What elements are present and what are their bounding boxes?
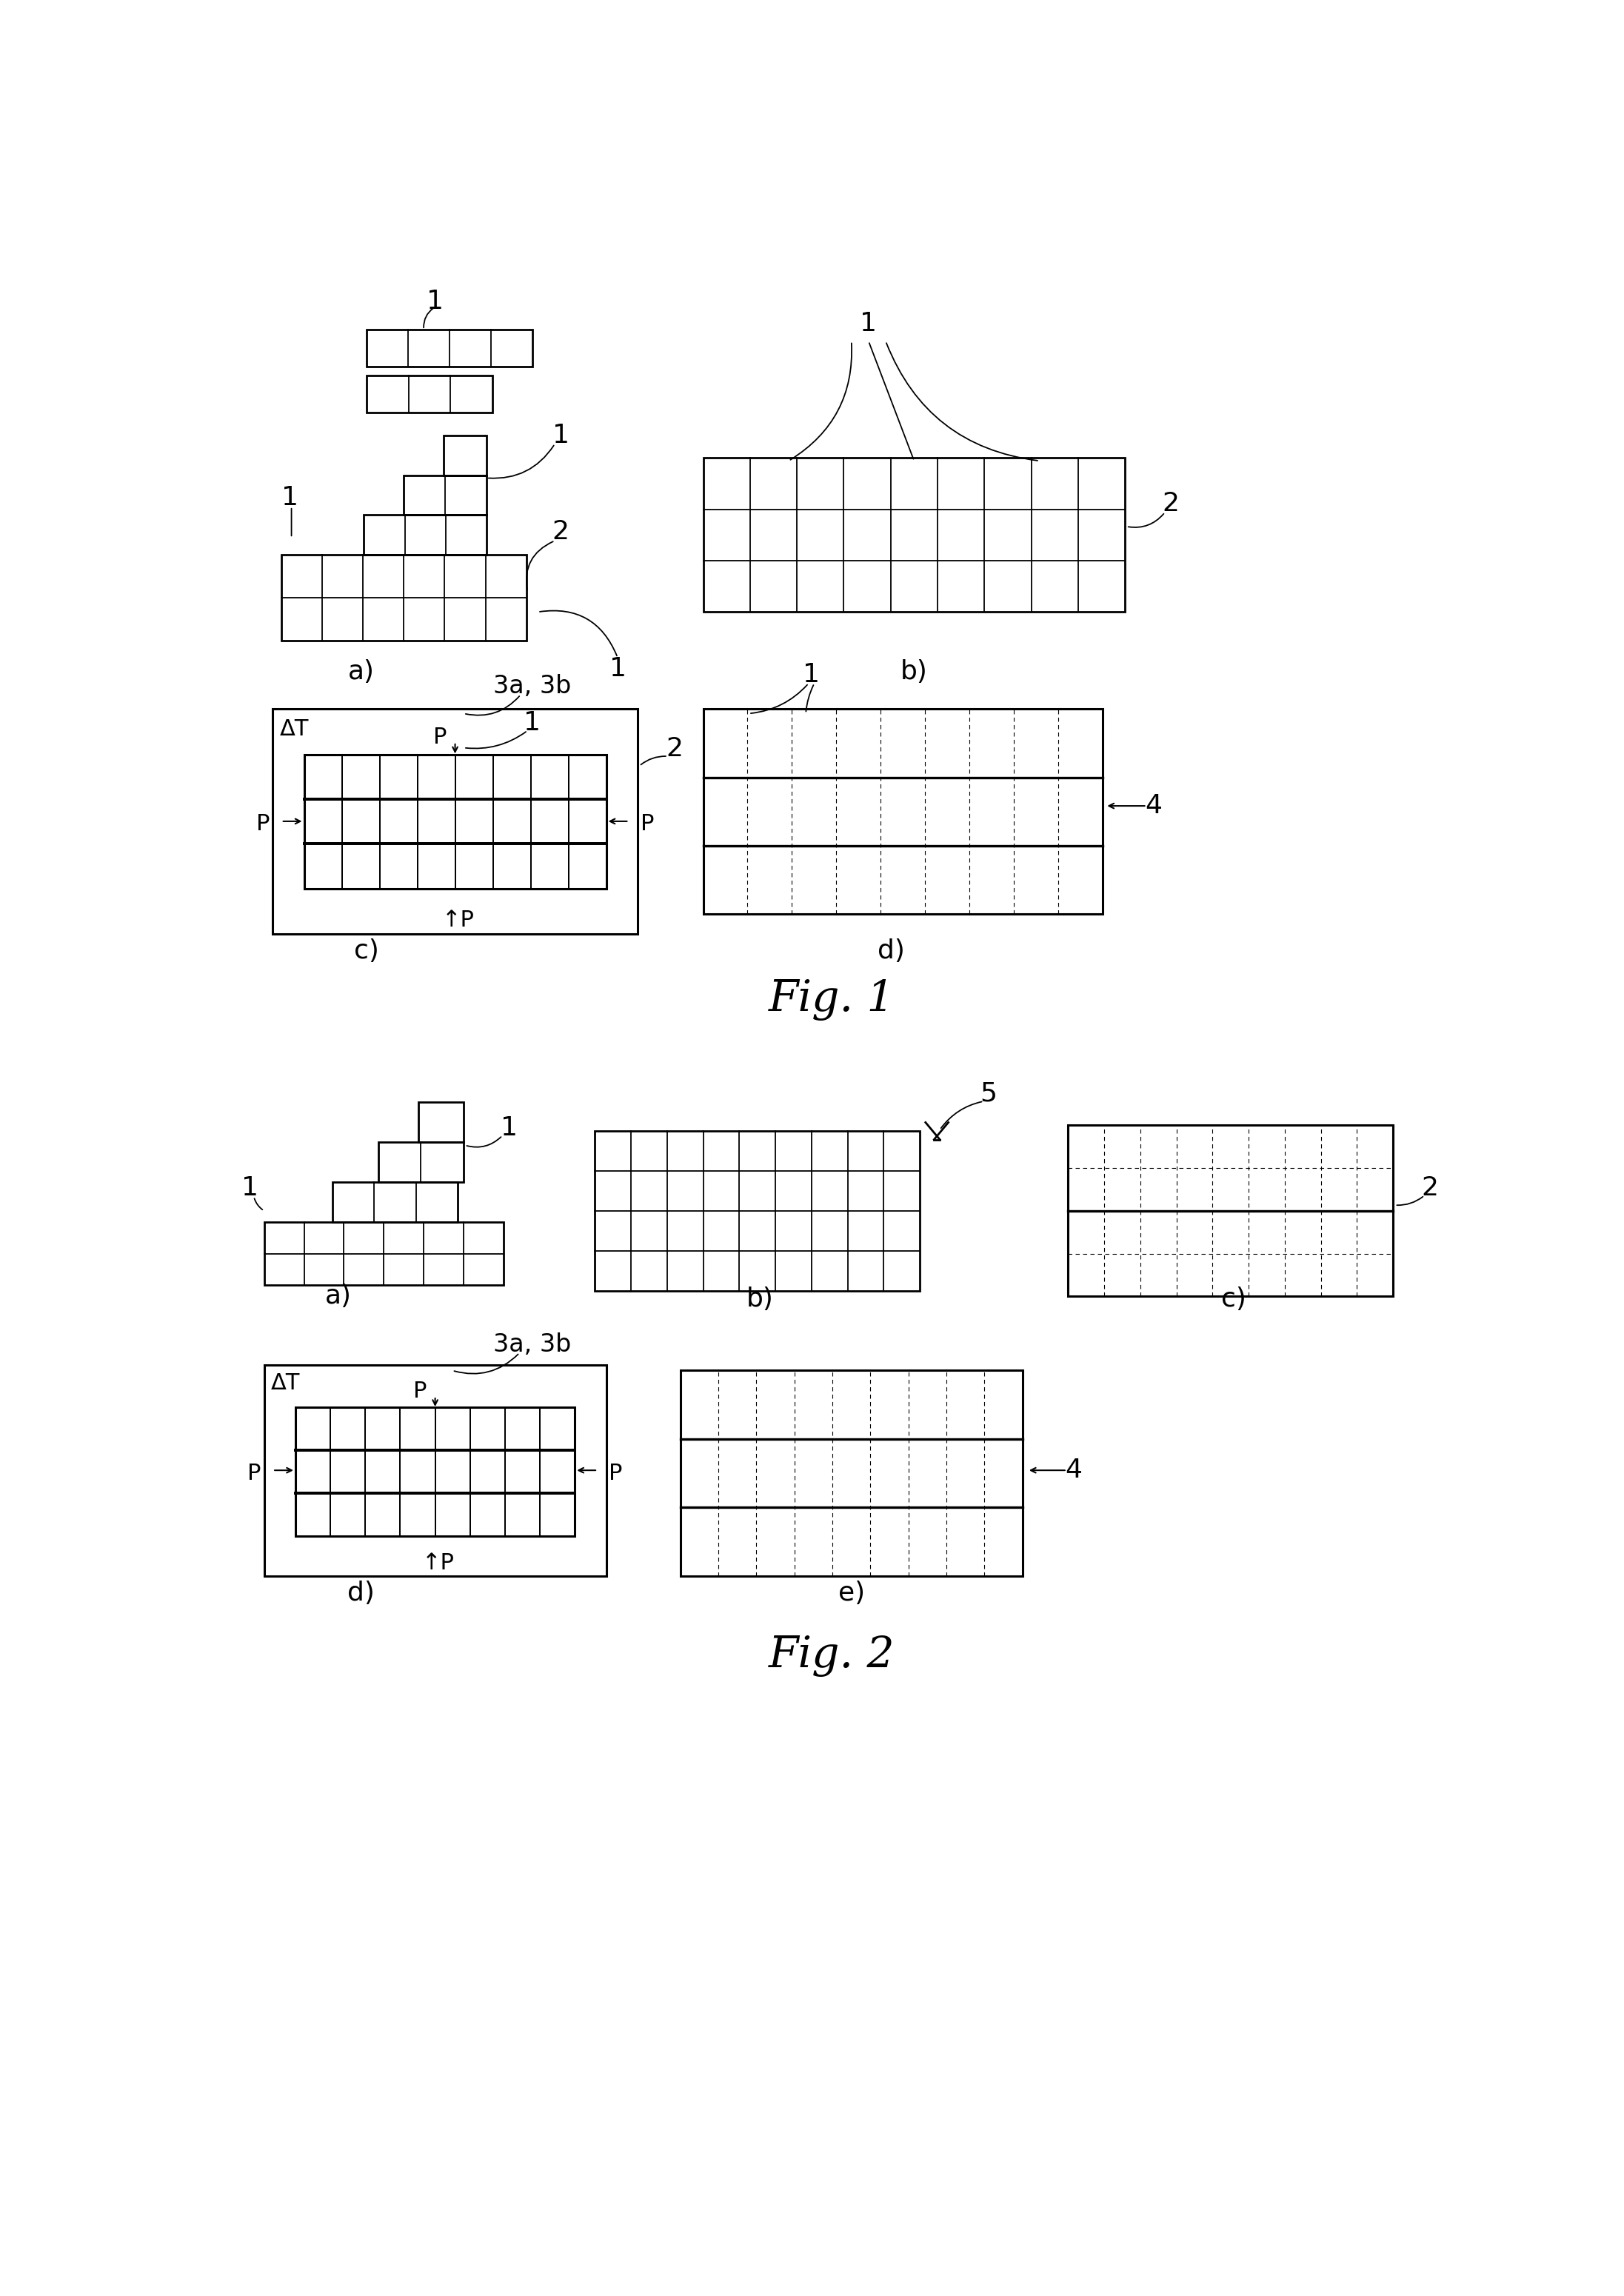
Text: 1: 1	[609, 657, 627, 682]
Text: P: P	[257, 813, 270, 836]
Text: 1: 1	[242, 1176, 258, 1201]
Text: 2: 2	[666, 737, 684, 762]
Text: ↑P: ↑P	[422, 1552, 455, 1575]
Bar	[273, 709, 638, 934]
Bar	[1069, 1125, 1393, 1297]
Bar	[367, 374, 492, 413]
Text: ΔT: ΔT	[279, 719, 309, 739]
Text: 1: 1	[500, 1116, 518, 1141]
Text: 1: 1	[523, 712, 541, 735]
Bar	[265, 1221, 503, 1286]
Text: a): a)	[325, 1283, 351, 1309]
Text: Fig. 1: Fig. 1	[768, 978, 895, 1022]
Text: 1: 1	[427, 289, 443, 315]
Text: a): a)	[348, 659, 375, 684]
Text: b): b)	[900, 659, 927, 684]
Text: 1: 1	[802, 661, 820, 687]
Bar	[304, 755, 606, 889]
Text: P: P	[412, 1380, 427, 1403]
Bar	[378, 1143, 464, 1182]
Text: P: P	[434, 728, 447, 748]
Bar	[296, 1407, 575, 1536]
Text: P: P	[247, 1463, 261, 1483]
Text: 1: 1	[861, 312, 877, 338]
Bar	[265, 1364, 606, 1575]
Text: 1: 1	[281, 484, 299, 510]
Text: d): d)	[877, 939, 905, 964]
Bar	[364, 514, 487, 556]
Bar	[281, 556, 526, 641]
Text: 4: 4	[1065, 1458, 1082, 1483]
Text: c): c)	[1221, 1286, 1246, 1311]
Text: 2: 2	[552, 519, 568, 544]
Bar	[703, 709, 1103, 914]
Text: 3a, 3b: 3a, 3b	[494, 675, 572, 698]
Text: 5: 5	[979, 1081, 997, 1107]
Bar	[404, 475, 487, 514]
Bar	[703, 457, 1125, 613]
Text: Fig. 2: Fig. 2	[768, 1635, 895, 1676]
Text: P: P	[609, 1463, 622, 1483]
Bar	[333, 1182, 458, 1221]
Text: 3a, 3b: 3a, 3b	[494, 1332, 572, 1357]
Bar	[680, 1371, 1023, 1575]
Bar	[367, 331, 533, 367]
Text: ↑P: ↑P	[442, 909, 474, 930]
Text: b): b)	[747, 1286, 773, 1311]
Bar	[443, 436, 487, 475]
Bar	[417, 1102, 464, 1143]
Text: e): e)	[838, 1580, 864, 1605]
Text: 4: 4	[1145, 794, 1163, 817]
Text: 2: 2	[1421, 1176, 1439, 1201]
Text: d): d)	[348, 1580, 375, 1605]
Text: 1: 1	[552, 422, 568, 448]
Text: ΔT: ΔT	[271, 1373, 300, 1394]
Text: P: P	[640, 813, 654, 836]
Text: c): c)	[354, 939, 380, 964]
Bar	[594, 1132, 919, 1290]
Text: 2: 2	[1163, 491, 1179, 517]
